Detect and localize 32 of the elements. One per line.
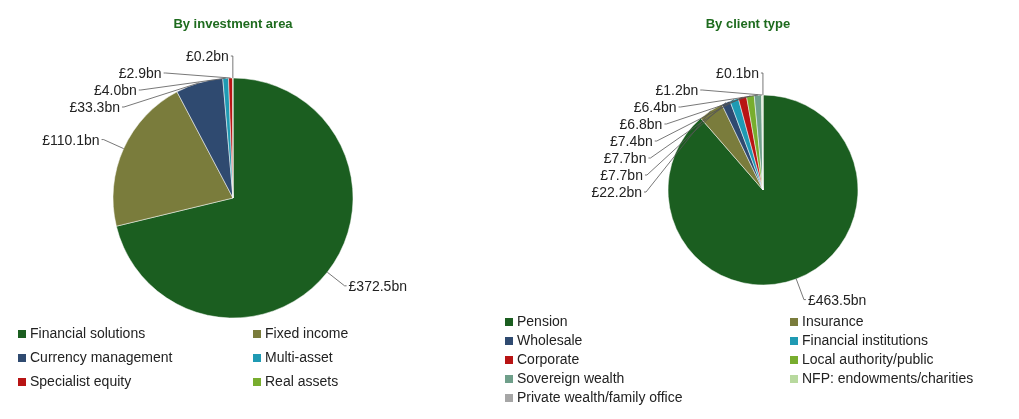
data-label: £372.5bn [348,277,407,294]
data-label: £2.9bn [118,65,162,81]
chart-title: By investment area [173,16,294,31]
data-label: £7.4bn [609,133,653,149]
legend-label: Currency management [30,349,173,365]
data-label: £22.2bn [591,184,643,200]
data-label: £110.1bn [42,131,100,148]
data-label: £1.2bn [655,82,699,98]
data-label: £6.8bn [619,116,663,132]
legend-label: Financial institutions [802,332,929,348]
legend-label: Sovereign wealth [517,370,625,386]
legend-label: Local authority/public [802,351,934,367]
data-label: £463.5bn [807,291,867,308]
legend-label: NFP: endowments/charities [802,370,974,386]
chart-title: By client type [705,16,791,31]
legend-label: Corporate [517,351,580,367]
legend-label: Private wealth/family office [517,389,683,405]
data-label: £7.7bn [603,150,647,166]
legend-label: Real assets [265,373,339,389]
legend-label: Pension [517,313,568,329]
legend-label: Wholesale [517,332,583,348]
data-label: £6.4bn [633,99,677,115]
legend-label: Financial solutions [30,325,146,341]
data-label: £0.1bn [716,65,759,81]
legend-label: Insurance [802,313,864,329]
legend-label: Multi-asset [265,349,333,365]
data-label: £33.3bn [69,99,120,115]
data-label: £4.0bn [93,82,137,98]
legend-label: Fixed income [265,325,349,341]
data-label: £0.2bn [186,48,229,64]
data-label: £7.7bn [600,167,643,183]
legend-label: Specialist equity [30,373,132,389]
